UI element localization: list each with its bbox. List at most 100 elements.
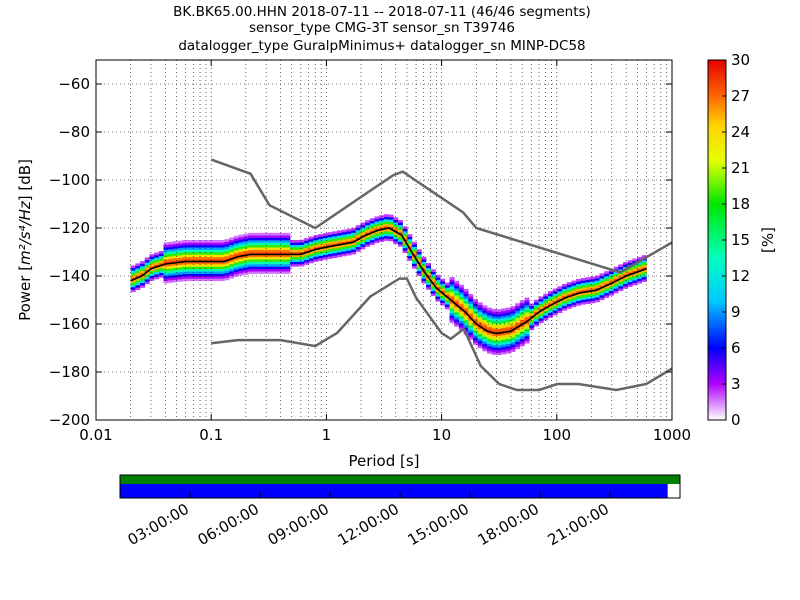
heatmap-cell bbox=[219, 252, 225, 255]
y-tick-label: −60 bbox=[58, 75, 90, 93]
heatmap-cell bbox=[580, 282, 586, 286]
heatmap-cell bbox=[201, 259, 206, 262]
heatmap-cell bbox=[308, 260, 314, 264]
heatmap-cell bbox=[177, 274, 183, 277]
heatmap-cell bbox=[201, 256, 206, 260]
heatmap-cell bbox=[496, 309, 502, 312]
heatmap-cell bbox=[510, 327, 516, 331]
heatmap-cell bbox=[519, 324, 525, 328]
heatmap-cell bbox=[177, 255, 183, 258]
heatmap-cell bbox=[304, 262, 310, 265]
heatmap-cell bbox=[369, 227, 375, 231]
heatmap-cell bbox=[590, 283, 596, 287]
heatmap-cell bbox=[341, 234, 347, 238]
heatmap-cell bbox=[496, 311, 502, 315]
heatmap-cell bbox=[566, 282, 572, 285]
heatmap-cell bbox=[182, 266, 188, 270]
heatmap-cell bbox=[393, 217, 399, 221]
heatmap-cell bbox=[632, 282, 638, 286]
heatmap-cell bbox=[468, 313, 474, 316]
heatmap-cell bbox=[144, 264, 150, 268]
heatmap-cell bbox=[515, 315, 521, 318]
heatmap-cell bbox=[247, 261, 253, 265]
heatmap-cell bbox=[290, 254, 296, 258]
heatmap-cell bbox=[505, 336, 511, 340]
heatmap-cell bbox=[491, 323, 497, 327]
heatmap-cell bbox=[318, 253, 324, 256]
heatmap-cell bbox=[477, 326, 483, 330]
heatmap-cell bbox=[562, 303, 568, 306]
heatmap-cell bbox=[519, 310, 525, 313]
heatmap-cell bbox=[529, 320, 535, 323]
heatmap-cell bbox=[327, 248, 333, 252]
heatmap-cell bbox=[135, 282, 141, 286]
heatmap-cell bbox=[238, 270, 244, 274]
heatmap-cell bbox=[351, 232, 357, 236]
heatmap-cell bbox=[252, 249, 258, 253]
heatmap-cell bbox=[365, 236, 371, 240]
y-tick-label: −200 bbox=[49, 411, 90, 429]
heatmap-cell bbox=[271, 237, 277, 241]
heatmap-cell bbox=[501, 308, 507, 312]
heatmap-cell bbox=[594, 275, 600, 279]
heatmap-cell bbox=[393, 219, 399, 223]
heatmap-cell bbox=[257, 232, 263, 236]
heatmap-cell bbox=[247, 242, 253, 246]
heatmap-cell bbox=[360, 244, 366, 247]
heatmap-cell bbox=[210, 252, 216, 255]
heatmap-cell bbox=[163, 247, 169, 250]
heatmap-cell bbox=[294, 244, 300, 248]
heatmap-cell bbox=[219, 261, 225, 265]
heatmap-cell bbox=[360, 234, 366, 238]
heatmap-cell bbox=[430, 288, 436, 292]
heatmap-cell bbox=[158, 251, 164, 254]
heatmap-cell bbox=[201, 249, 206, 253]
heatmap-cell bbox=[229, 259, 235, 262]
heatmap-cell bbox=[158, 253, 164, 257]
heatmap-cell bbox=[233, 264, 239, 268]
heatmap-cell bbox=[215, 271, 221, 274]
heatmap-cell bbox=[444, 287, 450, 291]
heatmap-cell bbox=[449, 284, 455, 287]
heatmap-cell bbox=[599, 294, 605, 298]
heatmap-cell bbox=[505, 324, 511, 328]
heatmap-cell bbox=[454, 292, 460, 296]
heatmap-cell bbox=[604, 292, 610, 296]
heatmap-cell bbox=[491, 337, 497, 341]
heatmap-cell bbox=[552, 310, 558, 313]
heatmap-cell bbox=[435, 294, 441, 297]
heatmap-cell bbox=[604, 273, 610, 277]
heatmap-cell bbox=[637, 268, 643, 272]
heatmap-cell bbox=[426, 272, 432, 276]
heatmap-cell bbox=[458, 299, 464, 302]
y-tick-label: −160 bbox=[49, 315, 90, 333]
heatmap-cell bbox=[487, 314, 493, 318]
heatmap-cell bbox=[280, 256, 286, 260]
heatmap-cell bbox=[280, 244, 286, 248]
heatmap-cell bbox=[449, 291, 455, 295]
heatmap-cell bbox=[552, 288, 558, 292]
heatmap-cell bbox=[154, 252, 160, 256]
heatmap-cell bbox=[280, 271, 286, 274]
heatmap-cell bbox=[257, 259, 263, 262]
heatmap-cell bbox=[238, 265, 244, 269]
heatmap-cell bbox=[533, 316, 539, 320]
heatmap-cell bbox=[505, 341, 511, 344]
heatmap-cell bbox=[529, 303, 535, 307]
heatmap-cell bbox=[482, 331, 488, 335]
heatmap-cell bbox=[304, 254, 310, 258]
heatmap-cell bbox=[158, 265, 164, 269]
heatmap-cell bbox=[168, 258, 174, 262]
heatmap-cell bbox=[257, 252, 263, 255]
heatmap-cell bbox=[201, 278, 206, 282]
heatmap-cell bbox=[430, 271, 436, 275]
heatmap-cell bbox=[505, 343, 511, 347]
heatmap-cell bbox=[477, 309, 483, 313]
heatmap-cell bbox=[313, 251, 319, 255]
heatmap-cell bbox=[322, 235, 328, 239]
heatmap-cell bbox=[299, 244, 305, 248]
colorbar-tick-label: 27 bbox=[731, 87, 750, 105]
heatmap-cell bbox=[599, 285, 605, 289]
heatmap-cell bbox=[177, 262, 183, 265]
heatmap-cell bbox=[154, 262, 160, 265]
